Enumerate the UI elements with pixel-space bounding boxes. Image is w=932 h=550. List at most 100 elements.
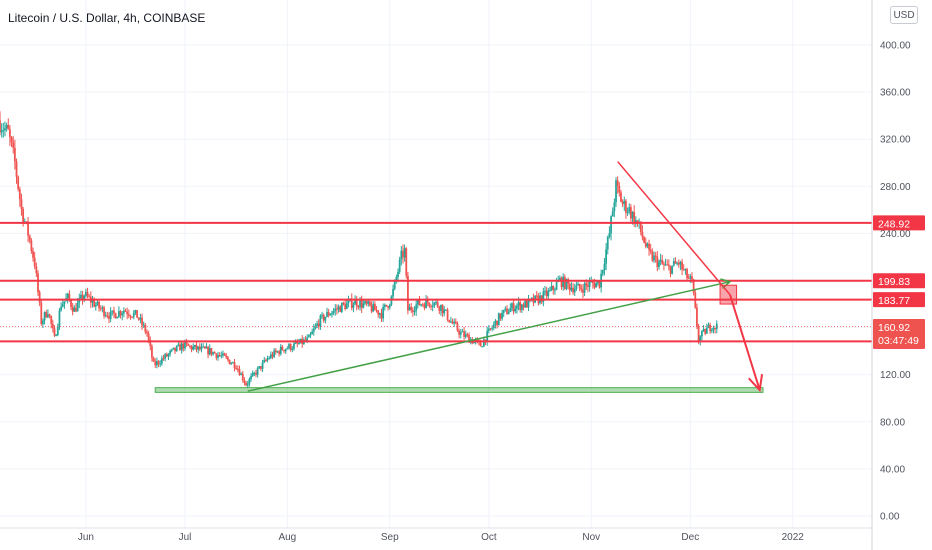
breakout-highlight-box[interactable] xyxy=(719,284,738,305)
candle-body xyxy=(544,290,546,292)
candle-body xyxy=(98,301,100,309)
candle-body xyxy=(651,251,654,261)
uptrend-arrowhead xyxy=(720,278,732,289)
level-price-tag-text: 248.92 xyxy=(878,218,910,230)
drawings[interactable] xyxy=(0,161,872,393)
candle-body xyxy=(309,334,312,336)
candle-body xyxy=(124,310,127,312)
candle-body xyxy=(2,130,5,132)
candle-body xyxy=(170,349,173,351)
candle-body xyxy=(180,343,183,351)
candle-body xyxy=(10,137,13,143)
candle-body xyxy=(590,281,593,283)
candle-body xyxy=(88,296,91,298)
candle-body xyxy=(520,304,523,310)
y-tick-label: 80.00 xyxy=(880,417,905,428)
candle-body xyxy=(390,296,393,305)
candle-body xyxy=(416,299,419,305)
candle-body xyxy=(33,257,36,267)
candle-body xyxy=(623,200,626,205)
candle-body xyxy=(172,347,175,350)
candle-body xyxy=(227,357,229,360)
candle-body xyxy=(489,328,492,330)
candle-body xyxy=(106,315,109,317)
candle-body xyxy=(375,310,378,312)
chart-title: Litecoin / U.S. Dollar, 4h, COINBASE xyxy=(8,11,206,25)
candle-body xyxy=(264,359,267,361)
currency-button[interactable]: USD xyxy=(890,6,918,24)
grid xyxy=(0,0,872,528)
candle-body xyxy=(646,243,649,247)
support-zone[interactable] xyxy=(154,387,764,393)
candle-body xyxy=(283,350,285,352)
candle-body xyxy=(179,344,181,351)
candle-body xyxy=(591,281,594,284)
downtrend-line[interactable] xyxy=(617,161,731,296)
candle-body xyxy=(160,358,163,364)
candle-body xyxy=(628,207,631,212)
candle-body xyxy=(554,289,556,291)
candle-body xyxy=(563,276,566,289)
candle-body xyxy=(298,343,300,345)
candle-body xyxy=(136,310,138,318)
candle-body xyxy=(507,312,510,315)
candle-body xyxy=(241,373,244,381)
x-tick-label: Sep xyxy=(381,532,399,543)
candle-body xyxy=(362,303,365,308)
candle-body xyxy=(182,343,185,349)
projection-arrow[interactable] xyxy=(729,294,761,391)
level-price-tag xyxy=(873,273,925,289)
candle-body xyxy=(119,311,122,316)
candle-body xyxy=(459,332,462,335)
candle-body xyxy=(509,308,512,313)
candle-body xyxy=(423,304,426,309)
candle-body xyxy=(245,382,247,386)
candle-body xyxy=(5,125,8,129)
candle-body xyxy=(116,316,119,319)
y-tick-label: 400.00 xyxy=(880,41,911,52)
candle-body xyxy=(103,307,105,316)
candle-body xyxy=(625,200,627,213)
candle-body xyxy=(71,306,74,312)
candle-body xyxy=(73,307,76,312)
candle-body xyxy=(451,321,454,324)
candle-body xyxy=(203,346,206,349)
candle-body xyxy=(289,344,292,350)
candle-body xyxy=(174,347,176,352)
candle-body xyxy=(192,346,195,350)
candle-body xyxy=(56,326,59,336)
candle-body xyxy=(649,249,652,252)
x-tick-label: Nov xyxy=(582,532,600,543)
candle-body xyxy=(75,307,77,312)
candle-body xyxy=(258,366,261,369)
candle-body xyxy=(162,358,165,360)
candle-body xyxy=(235,368,238,370)
candle-body xyxy=(94,304,97,307)
candle-body xyxy=(344,304,347,310)
candle-body xyxy=(53,328,56,336)
candle-body xyxy=(611,211,614,217)
candle-body xyxy=(342,302,345,305)
candle-body xyxy=(378,313,381,315)
candle-body xyxy=(626,211,629,213)
candle-body xyxy=(443,309,446,314)
candle-body xyxy=(610,216,612,234)
candle-body xyxy=(210,348,213,355)
uptrend-line[interactable] xyxy=(247,280,731,392)
candle-body xyxy=(413,311,416,313)
candle-body xyxy=(347,300,350,304)
candle-body xyxy=(304,339,307,341)
candle-body xyxy=(377,310,380,315)
candle-body xyxy=(213,352,216,354)
level-price-tag xyxy=(873,292,925,308)
candle-body xyxy=(118,311,120,317)
candle-body xyxy=(190,346,193,350)
candle-body xyxy=(263,359,266,363)
candle-body xyxy=(271,354,274,357)
projection-arrowhead xyxy=(748,374,764,393)
candle-body xyxy=(279,346,282,355)
candle-body xyxy=(159,363,162,365)
candle-body xyxy=(207,346,209,355)
